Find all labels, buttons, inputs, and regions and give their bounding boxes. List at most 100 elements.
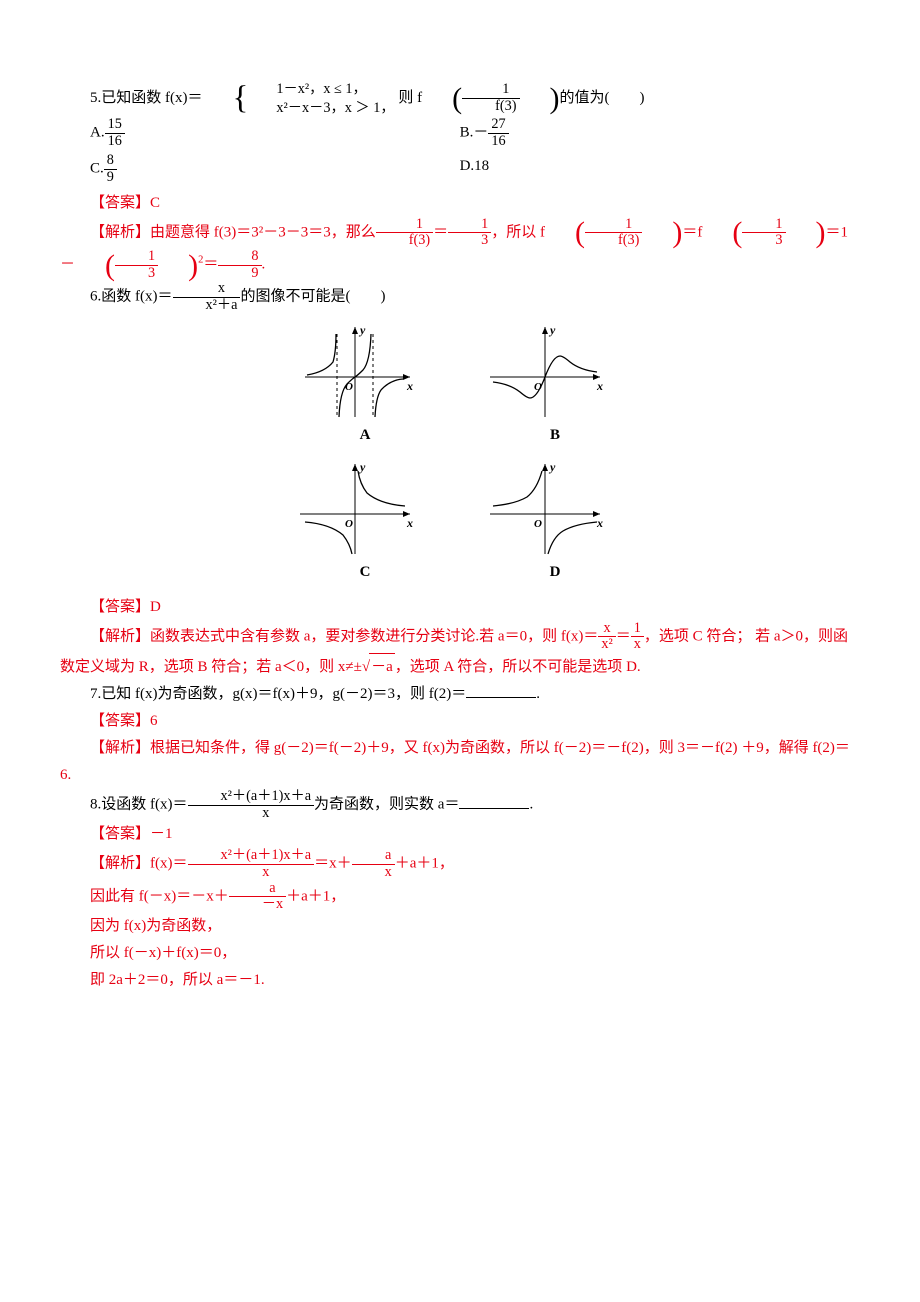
t: ，所以 f (491, 224, 545, 240)
q6-answer: 【答案】D (60, 594, 860, 621)
label: D.18 (460, 158, 490, 174)
sqrt: －a (369, 653, 395, 681)
d: x²＋a (173, 298, 241, 314)
num: 8 (104, 153, 117, 170)
d: x² (598, 637, 615, 653)
n: 1 (742, 217, 785, 234)
q5-answer: 【答案】C (60, 190, 860, 217)
d: f(3) (585, 233, 642, 249)
t: 由题意得 f(3)＝3²－3－3＝3，那么 (150, 224, 376, 240)
q5-mid: 则 f (398, 90, 422, 106)
n: 1 (115, 249, 158, 266)
graph-C-svg: x y O (295, 459, 415, 559)
blank (466, 682, 536, 698)
graph-A-svg: x y O (295, 322, 415, 422)
q5-piece1: 1－x²，x ≤ 1， (246, 80, 394, 99)
rparen-icon: ) (642, 222, 682, 243)
den: 16 (488, 134, 508, 150)
origin-label: O (534, 518, 542, 530)
graph-D-svg: x y O (485, 459, 605, 559)
d: －x (229, 897, 286, 913)
t: ＝f (682, 224, 702, 240)
q8-answer: 【答案】－1 (60, 821, 860, 848)
q5-explain: 【解析】由题意得 f(3)＝3²－3－3＝3，那么1f(3)＝13，所以 f(1… (60, 217, 860, 282)
t: ＋a＋1， (286, 888, 345, 904)
exp-label: 【解析】 (90, 224, 150, 240)
d: x (631, 637, 644, 653)
graph-C: x y O C (295, 459, 435, 586)
t: ＝x＋ (314, 856, 352, 872)
d: x (188, 806, 315, 822)
q5-stem: 5.已知函数 f(x)＝{ 1－x²，x ≤ 1， x²－x－3，x ＞ 1， … (60, 80, 860, 117)
num: 27 (488, 117, 508, 134)
x-label: x (596, 516, 603, 530)
q8-line2: 因此有 f(－x)＝－x＋a－x＋a＋1， (60, 881, 860, 913)
rparen-icon: ) (520, 88, 560, 109)
q8-line4: 所以 f(－x)＋f(x)＝0， (60, 940, 860, 967)
q8-stem: 8.设函数 f(x)＝x²＋(a＋1)x＋ax为奇函数，则实数 a＝. (60, 789, 860, 821)
t: ，选项 C 符合； (644, 628, 752, 644)
ans-label: 【答案】 (90, 713, 150, 729)
n: 1 (448, 217, 491, 234)
ans-label: 【答案】 (90, 599, 150, 615)
end: . (262, 257, 266, 273)
exp-label: 【解析】 (90, 856, 150, 872)
x-label: x (406, 379, 413, 393)
y-label: y (358, 460, 366, 474)
graph-A: x y O A (295, 322, 435, 449)
n: 1 (631, 621, 644, 638)
exp-label: 【解析】 (90, 740, 150, 756)
n: 8 (218, 249, 261, 266)
stem-text: 7.已知 f(x)为奇函数，g(x)＝f(x)＋9，g(－2)＝3，则 f(2)… (90, 686, 466, 702)
eq: ＝ (433, 224, 448, 240)
ans-value: C (150, 195, 160, 211)
q6-explain: 【解析】函数表达式中含有参数 a，要对参数进行分类讨论.若 a＝0，则 f(x)… (60, 621, 860, 681)
n: x (173, 281, 241, 298)
prefix: 8.设函数 f(x)＝ (90, 797, 188, 813)
d: 3 (115, 266, 158, 282)
y-label: y (548, 460, 556, 474)
n: x (598, 621, 615, 638)
d: x (352, 865, 395, 881)
ans-value: 6 (150, 713, 158, 729)
t: 所以 f(－x)＋f(x)＝0， (90, 945, 236, 961)
t: ＋a＋1， (395, 856, 454, 872)
lparen-icon: ( (545, 222, 585, 243)
y-label: y (358, 323, 366, 337)
d: 3 (448, 233, 491, 249)
end: . (536, 686, 540, 702)
end: . (529, 797, 533, 813)
t: ，选项 A 符合，所以不可能是选项 (395, 659, 623, 675)
q7-stem: 7.已知 f(x)为奇函数，g(x)＝f(x)＋9，g(－2)＝3，则 f(2)… (60, 681, 860, 708)
exp-label: 【解析】 (90, 628, 150, 644)
q5-optB: B.－2716 (460, 117, 830, 149)
lparen-icon: ( (422, 88, 462, 109)
ans-value: D (150, 599, 161, 615)
t: 根据已知条件，得 g(－2)＝f(－2)＋9，又 f(x)为奇函数，所以 f(－… (150, 740, 737, 756)
den: f(3) (462, 99, 519, 115)
n: 1 (585, 217, 642, 234)
d: f(3) (376, 233, 433, 249)
x-label: x (596, 379, 603, 393)
num: 15 (105, 117, 125, 134)
q5-optD: D.18 (460, 153, 830, 185)
q5-piece2: x²－x－3，x ＞ 1， (246, 99, 394, 118)
lparen-icon: ( (702, 222, 742, 243)
t: ＝ (203, 257, 218, 273)
num: 1 (462, 82, 519, 99)
label: B.－ (460, 125, 489, 141)
graph-B: x y O B (485, 322, 625, 449)
ans-value: －1 (150, 826, 173, 842)
label: C. (90, 161, 104, 177)
den: 9 (104, 170, 117, 186)
n: a (352, 848, 395, 865)
q7-answer: 【答案】6 (60, 708, 860, 735)
origin-label: O (345, 518, 353, 530)
n: 1 (376, 217, 433, 234)
blank (459, 793, 529, 809)
n: a (229, 881, 286, 898)
t: 即 2a＋2＝0，所以 a＝－1. (90, 972, 265, 988)
n: x²＋(a＋1)x＋a (188, 848, 315, 865)
q7-explain: 【解析】根据已知条件，得 g(－2)＝f(－2)＋9，又 f(x)为奇函数，所以… (60, 735, 860, 789)
q6-stem: 6.函数 f(x)＝xx²＋a的图像不可能是( ) (60, 281, 860, 313)
